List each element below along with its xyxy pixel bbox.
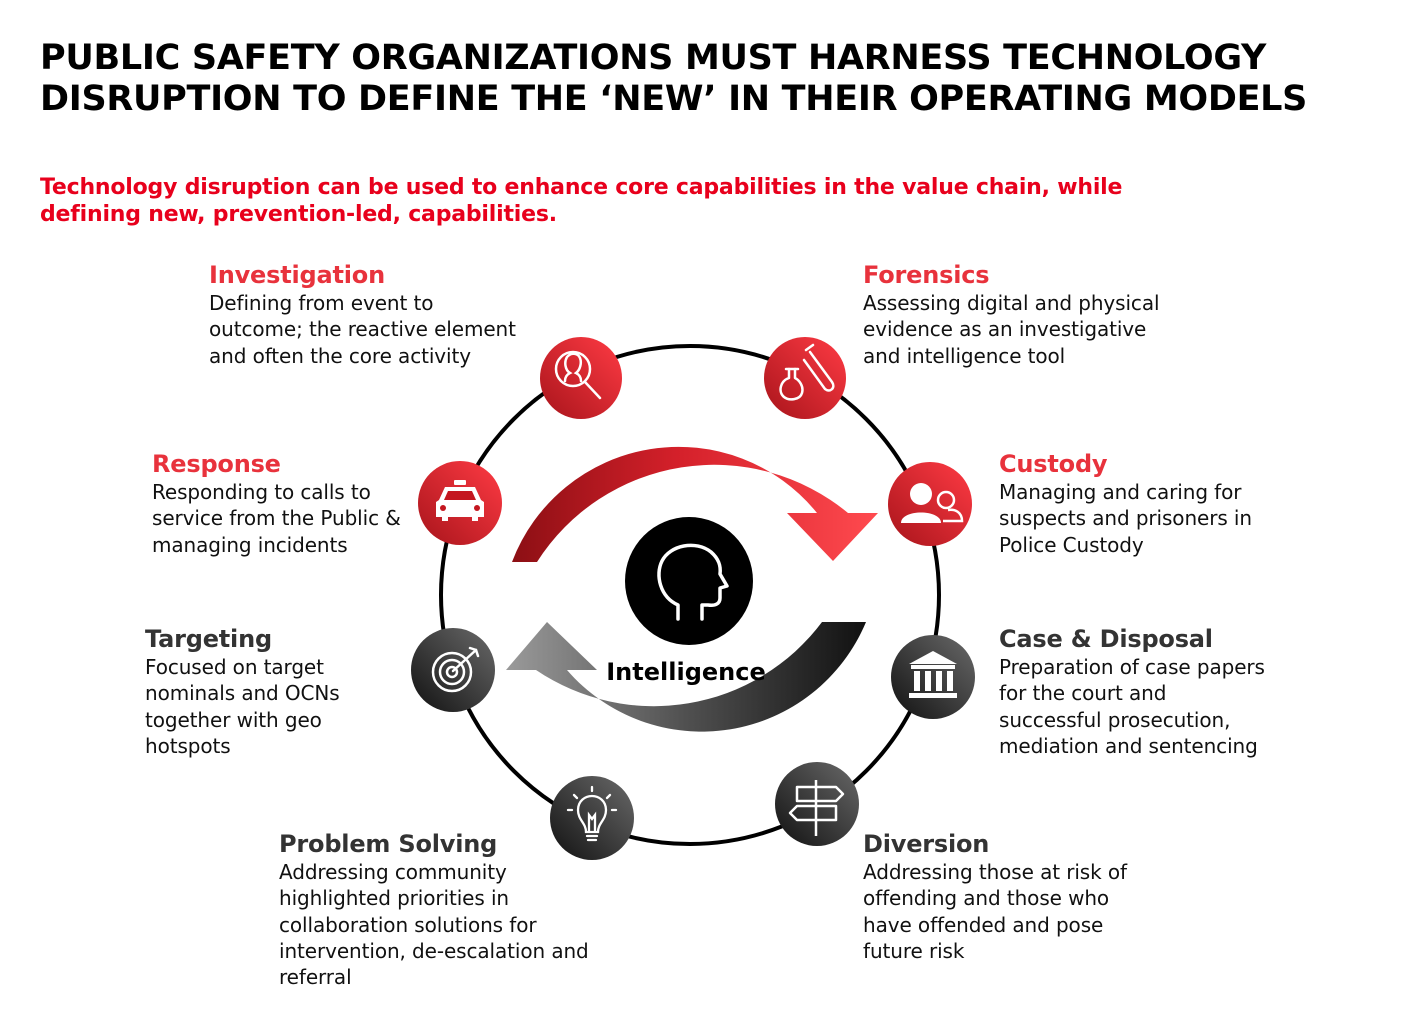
capability-description: Preparation of case papers for the court… — [999, 655, 1265, 758]
capability-title: Problem Solving — [279, 830, 498, 858]
custody-node — [888, 462, 972, 546]
capability-description: Focused on target nominals and OCNs toge… — [145, 655, 340, 758]
lightbulb-icon — [566, 785, 618, 842]
capability-response: Response Responding to calls to service … — [152, 449, 401, 558]
diversion-node — [775, 762, 859, 846]
response-node — [418, 461, 502, 545]
outer-ring — [439, 344, 941, 846]
capability-title: Custody — [999, 450, 1108, 478]
capability-diversion: Diversion Addressing those at risk of of… — [863, 829, 1127, 964]
signpost-icon — [788, 780, 845, 836]
capability-case-disposal: Case & Disposal Preparation of case pape… — [999, 624, 1265, 759]
target-icon — [431, 646, 480, 693]
page-subtitle: Technology disruption can be used to enh… — [40, 175, 1123, 227]
capability-title: Targeting — [145, 625, 272, 653]
capability-targeting: Targeting Focused on target nominals and… — [145, 624, 340, 759]
courthouse-icon — [909, 651, 957, 698]
reactive-arc — [512, 446, 878, 562]
preventive-arc — [506, 622, 866, 732]
page-title: PUBLIC SAFETY ORGANIZATIONS MUST HARNESS… — [40, 38, 1308, 119]
capability-description: Managing and caring for suspects and pri… — [999, 480, 1252, 557]
people-icon — [901, 483, 964, 523]
capability-description: Defining from event to outcome; the reac… — [209, 291, 516, 368]
capability-custody: Custody Managing and caring for suspects… — [999, 449, 1252, 558]
lab-flask-icon — [779, 343, 835, 401]
capability-title: Forensics — [863, 261, 990, 289]
capability-problem-solving: Problem Solving Addressing community hig… — [279, 829, 589, 990]
center-label: Intelligence — [606, 658, 766, 686]
police-car-icon — [436, 480, 484, 521]
preventive-label: Preventive — [630, 743, 746, 765]
capability-description: Assessing digital and physical evidence … — [863, 291, 1160, 368]
center-disc — [625, 517, 753, 645]
head-profile-icon — [657, 543, 729, 621]
reactive-label: Reactive — [642, 422, 734, 444]
capability-title: Investigation — [209, 261, 385, 289]
problem-solving-node — [550, 776, 634, 860]
capability-description: Addressing those at risk of offending an… — [863, 860, 1127, 963]
capability-title: Response — [152, 450, 281, 478]
capability-investigation: Investigation Defining from event to out… — [209, 260, 516, 369]
case-disposal-node — [891, 635, 975, 719]
capability-description: Addressing community highlighted priorit… — [279, 860, 589, 990]
forensics-node — [764, 337, 846, 419]
targeting-node — [411, 628, 495, 712]
investigation-node — [540, 337, 622, 419]
capability-title: Case & Disposal — [999, 625, 1213, 653]
capability-forensics: Forensics Assessing digital and physical… — [863, 260, 1160, 369]
magnifier-person-icon — [554, 350, 602, 400]
capability-description: Responding to calls to service from the … — [152, 480, 401, 557]
capability-title: Diversion — [863, 830, 990, 858]
